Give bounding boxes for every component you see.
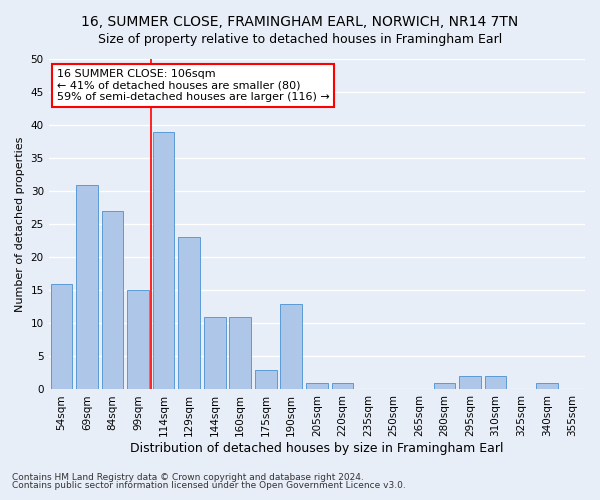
- Bar: [485, 376, 506, 390]
- Bar: [101, 211, 124, 390]
- Text: 16 SUMMER CLOSE: 106sqm
← 41% of detached houses are smaller (80)
59% of semi-de: 16 SUMMER CLOSE: 106sqm ← 41% of detache…: [57, 69, 329, 102]
- Y-axis label: Number of detached properties: Number of detached properties: [15, 136, 25, 312]
- X-axis label: Distribution of detached houses by size in Framingham Earl: Distribution of detached houses by size …: [130, 442, 503, 455]
- Text: Contains public sector information licensed under the Open Government Licence v3: Contains public sector information licen…: [12, 480, 406, 490]
- Bar: [50, 284, 72, 390]
- Bar: [536, 383, 557, 390]
- Bar: [332, 383, 353, 390]
- Bar: [76, 184, 98, 390]
- Bar: [153, 132, 175, 390]
- Bar: [280, 304, 302, 390]
- Bar: [178, 238, 200, 390]
- Text: 16, SUMMER CLOSE, FRAMINGHAM EARL, NORWICH, NR14 7TN: 16, SUMMER CLOSE, FRAMINGHAM EARL, NORWI…: [82, 15, 518, 29]
- Text: Size of property relative to detached houses in Framingham Earl: Size of property relative to detached ho…: [98, 32, 502, 46]
- Text: Contains HM Land Registry data © Crown copyright and database right 2024.: Contains HM Land Registry data © Crown c…: [12, 473, 364, 482]
- Bar: [459, 376, 481, 390]
- Bar: [306, 383, 328, 390]
- Bar: [255, 370, 277, 390]
- Bar: [229, 317, 251, 390]
- Bar: [434, 383, 455, 390]
- Bar: [127, 290, 149, 390]
- Bar: [204, 317, 226, 390]
